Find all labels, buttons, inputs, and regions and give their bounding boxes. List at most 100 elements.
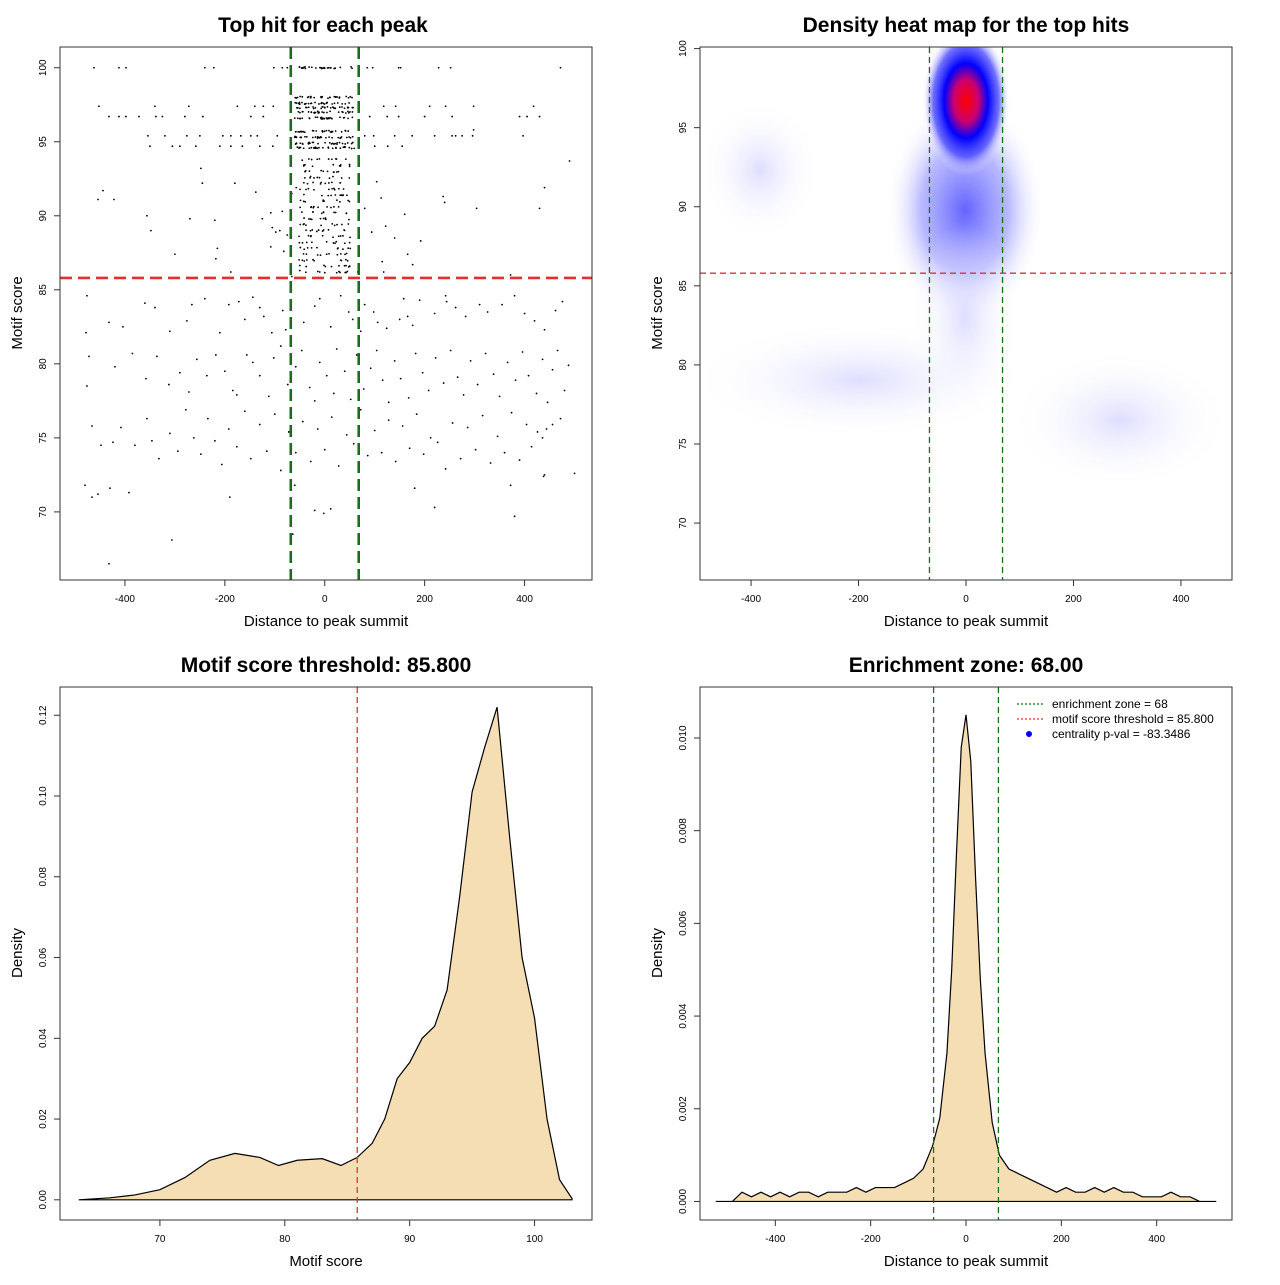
scatter-point <box>199 453 202 456</box>
scatter-point <box>475 207 478 210</box>
scatter-point <box>437 66 440 69</box>
scatter-point <box>443 201 446 204</box>
scatter-point <box>322 211 325 213</box>
scatter-point <box>347 110 349 113</box>
scatter-point <box>178 145 181 148</box>
scatter-point <box>341 106 343 108</box>
scatter-point <box>363 134 366 137</box>
scatter-point <box>346 270 349 273</box>
scatter-point <box>227 428 230 430</box>
scatter-point <box>304 106 307 109</box>
scatter-point <box>380 451 383 454</box>
scatter-title: Top hit for each peak <box>218 14 428 37</box>
scatter-point <box>325 136 327 139</box>
scatter-point <box>164 134 166 137</box>
scatter-point <box>454 306 457 309</box>
score-x-tick-label: 80 <box>279 1234 291 1245</box>
score-x-tick-label: 70 <box>154 1234 166 1245</box>
scatter-point <box>299 188 301 191</box>
scatter-point <box>510 411 513 414</box>
scatter-point <box>335 158 338 161</box>
scatter-point <box>295 107 298 109</box>
scatter-point <box>170 539 173 541</box>
scatter-point <box>93 66 95 69</box>
scatter-point <box>506 361 509 364</box>
scatter-point <box>362 388 365 390</box>
heatmap-x-tick-label: 0 <box>963 594 969 605</box>
scatter-point <box>340 130 343 133</box>
scatter-point <box>86 385 88 387</box>
scatter-point <box>339 252 342 255</box>
scatter-point <box>319 217 322 220</box>
scatter-point <box>168 432 171 435</box>
scatter-point <box>154 105 156 108</box>
distance-y-tick-label: 0.006 <box>678 910 689 935</box>
scatter-point <box>173 253 176 256</box>
scatter-point <box>229 145 232 148</box>
heatmap-background-haze <box>700 100 820 240</box>
scatter-point <box>372 311 375 313</box>
scatter-point <box>312 129 315 132</box>
scatter-point <box>428 105 431 108</box>
scatter-point <box>305 224 307 226</box>
scatter-point <box>393 134 396 137</box>
scatter-point <box>484 352 487 355</box>
scatter-point <box>327 147 330 149</box>
scatter-point <box>281 210 284 213</box>
scatter-point <box>346 259 349 262</box>
scatter-point <box>156 355 158 358</box>
scatter-point <box>312 258 314 261</box>
scatter-point <box>496 435 499 438</box>
scatter-point <box>348 146 351 149</box>
scatter-point <box>568 160 571 162</box>
scatter-point <box>523 312 526 315</box>
scatter-point <box>381 379 384 382</box>
scatter-point <box>334 67 336 70</box>
scatter-point <box>310 247 313 249</box>
scatter-point <box>339 181 342 184</box>
scatter-point <box>339 235 342 237</box>
scatter-point <box>471 134 474 137</box>
scatter-point <box>345 252 348 255</box>
distance-y-tick-label: 0.010 <box>678 725 689 750</box>
scatter-point <box>330 265 333 268</box>
scatter-point <box>314 116 317 119</box>
scatter-point <box>333 205 335 208</box>
scatter-point <box>309 102 312 105</box>
distance-y-tick-label: 0.004 <box>678 1003 689 1028</box>
scatter-point <box>97 493 99 496</box>
scatter-point <box>301 101 303 104</box>
scatter-point <box>332 392 335 395</box>
scatter-point <box>313 259 316 262</box>
scatter-point <box>342 146 345 149</box>
scatter-point <box>194 145 197 148</box>
scatter-point <box>298 269 301 272</box>
scatter-point <box>314 101 316 104</box>
scatter-point <box>334 194 337 196</box>
scatter-point <box>454 134 457 137</box>
scatter-point <box>333 102 336 105</box>
scatter-point <box>305 241 308 244</box>
scatter-point <box>261 217 264 220</box>
scatter-point <box>408 447 411 450</box>
scatter-point <box>310 146 313 149</box>
scatter-point <box>168 330 171 333</box>
scatter-point <box>320 224 323 227</box>
scatter-point <box>348 136 350 138</box>
scatter-point <box>527 374 530 377</box>
scatter-point <box>411 324 414 327</box>
scatter-point <box>339 164 342 166</box>
scatter-point <box>187 391 190 393</box>
scatter-point <box>305 136 308 138</box>
scatter-point <box>307 95 310 98</box>
scatter-point <box>343 107 346 110</box>
scatter-point <box>322 170 325 173</box>
scatter-point <box>559 66 562 69</box>
scatter-point <box>147 134 149 137</box>
scatter-point <box>294 451 297 454</box>
distance-x-tick-label: 400 <box>1148 1234 1165 1245</box>
scatter-point <box>341 110 344 113</box>
scatter-point <box>316 246 318 249</box>
scatter-point <box>332 175 334 178</box>
scatter-point <box>322 229 325 231</box>
